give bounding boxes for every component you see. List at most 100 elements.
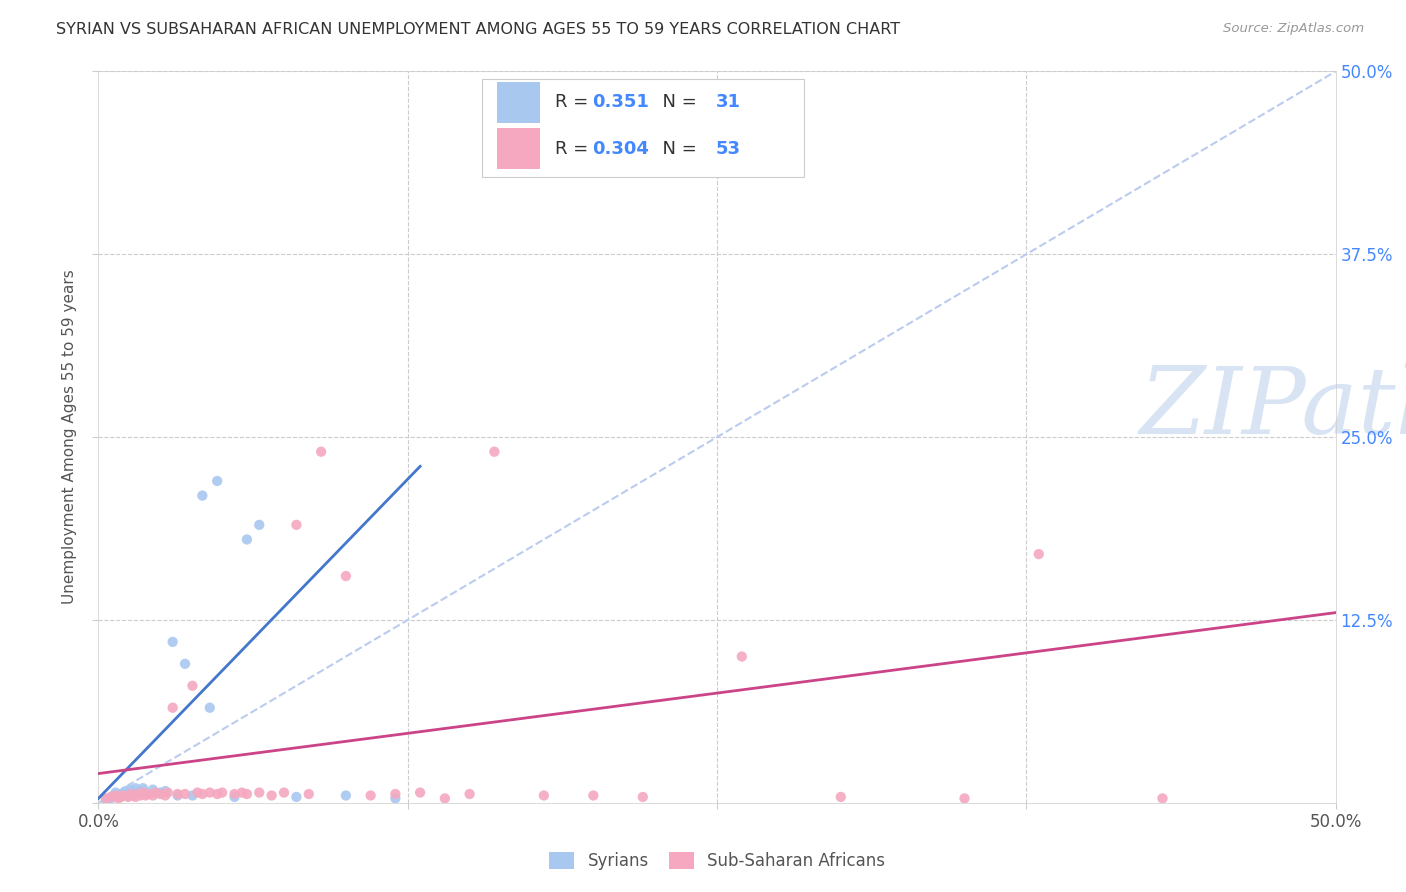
Point	[384, 791, 406, 805]
Point	[335, 789, 357, 803]
Text: R =: R =	[555, 139, 593, 158]
Bar	[496, 128, 540, 169]
Point	[124, 789, 146, 804]
Point	[731, 649, 754, 664]
Point	[260, 789, 283, 803]
Point	[484, 444, 506, 458]
Point	[205, 474, 228, 488]
Text: 53: 53	[716, 139, 741, 158]
Point	[100, 791, 122, 805]
Point	[94, 793, 117, 807]
Bar	[496, 82, 540, 122]
Legend: Syrians, Sub-Saharan Africans: Syrians, Sub-Saharan Africans	[541, 844, 893, 879]
Point	[236, 533, 259, 547]
Point	[1152, 791, 1174, 805]
Point	[247, 786, 270, 800]
Text: 0.304: 0.304	[592, 139, 650, 158]
Point	[174, 657, 197, 671]
Point	[122, 789, 145, 803]
Point	[117, 789, 139, 804]
Point	[112, 787, 135, 801]
Text: N =: N =	[651, 139, 703, 158]
Point	[186, 786, 208, 800]
Point	[433, 791, 456, 805]
Point	[120, 782, 142, 797]
Point	[107, 791, 129, 805]
Point	[132, 781, 155, 796]
Text: 31: 31	[716, 94, 741, 112]
Point	[103, 789, 125, 803]
Point	[112, 789, 135, 803]
Point	[285, 789, 308, 804]
Point	[155, 789, 177, 803]
Point	[166, 787, 188, 801]
Point	[104, 786, 127, 800]
Point	[533, 789, 555, 803]
Point	[1028, 547, 1050, 561]
Text: ZIPatlas: ZIPatlas	[1140, 363, 1406, 453]
Point	[156, 786, 179, 800]
Point	[231, 786, 253, 800]
Text: R =: R =	[555, 94, 593, 112]
Point	[224, 789, 246, 804]
Point	[224, 787, 246, 801]
Point	[124, 781, 146, 796]
Point	[211, 786, 233, 800]
Point	[104, 789, 127, 803]
Point	[94, 791, 117, 805]
FancyBboxPatch shape	[482, 78, 804, 178]
Point	[191, 787, 214, 801]
Point	[273, 786, 295, 800]
Point	[149, 787, 172, 801]
Point	[110, 789, 132, 804]
Point	[142, 789, 165, 803]
Point	[117, 789, 139, 803]
Point	[134, 789, 156, 803]
Point	[953, 791, 976, 805]
Point	[309, 444, 332, 458]
Point	[120, 787, 142, 801]
Point	[100, 789, 122, 804]
Point	[132, 786, 155, 800]
Point	[298, 787, 321, 801]
Text: N =: N =	[651, 94, 703, 112]
Point	[114, 784, 136, 798]
Point	[124, 786, 146, 800]
Point	[166, 789, 188, 803]
Point	[162, 700, 184, 714]
Point	[409, 786, 432, 800]
Point	[191, 489, 214, 503]
Point	[136, 787, 159, 801]
Text: Source: ZipAtlas.com: Source: ZipAtlas.com	[1223, 22, 1364, 36]
Point	[198, 786, 221, 800]
Point	[142, 782, 165, 797]
Text: 0.351: 0.351	[592, 94, 650, 112]
Point	[136, 787, 159, 801]
Y-axis label: Unemployment Among Ages 55 to 59 years: Unemployment Among Ages 55 to 59 years	[62, 269, 77, 605]
Point	[198, 700, 221, 714]
Point	[236, 787, 259, 801]
Point	[458, 787, 481, 801]
Point	[285, 517, 308, 532]
Point	[205, 787, 228, 801]
Point	[247, 517, 270, 532]
Point	[360, 789, 382, 803]
Point	[582, 789, 605, 803]
Point	[143, 786, 166, 800]
Point	[129, 784, 152, 798]
Point	[830, 789, 852, 804]
Point	[155, 784, 177, 798]
Point	[149, 786, 172, 800]
Point	[181, 679, 204, 693]
Point	[127, 787, 149, 801]
Point	[384, 787, 406, 801]
Point	[127, 787, 149, 801]
Text: SYRIAN VS SUBSAHARAN AFRICAN UNEMPLOYMENT AMONG AGES 55 TO 59 YEARS CORRELATION : SYRIAN VS SUBSAHARAN AFRICAN UNEMPLOYMEN…	[56, 22, 900, 37]
Point	[129, 789, 152, 803]
Point	[174, 787, 197, 801]
Point	[110, 789, 132, 804]
Point	[181, 789, 204, 803]
Point	[335, 569, 357, 583]
Point	[162, 635, 184, 649]
Point	[631, 789, 654, 804]
